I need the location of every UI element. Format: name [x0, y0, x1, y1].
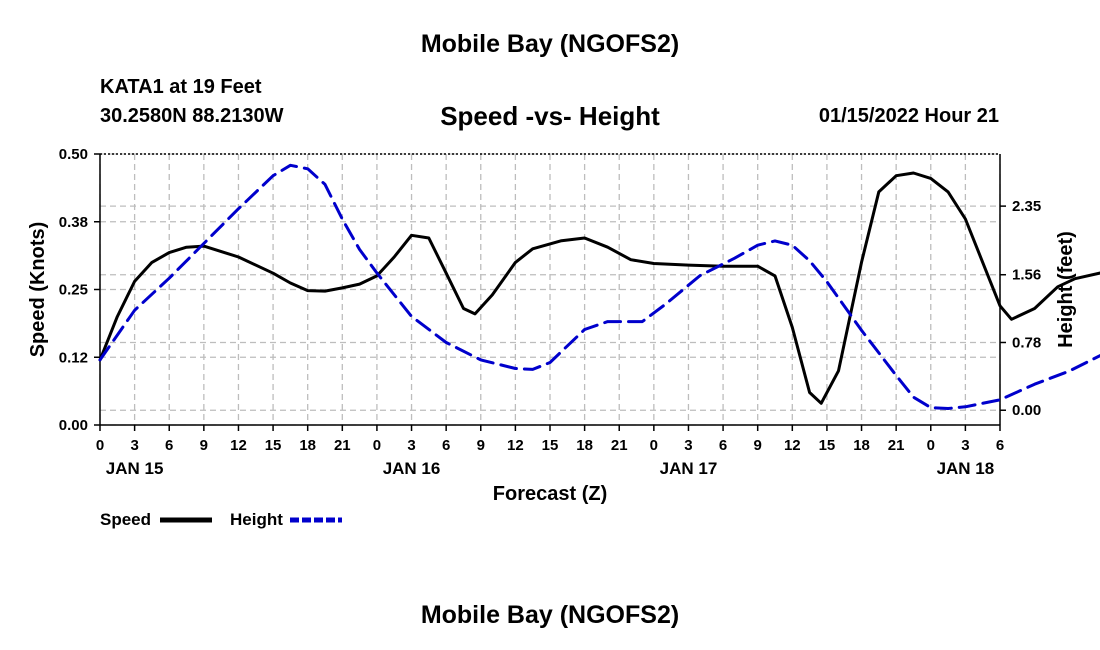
x-tick-label: 15: [265, 437, 282, 454]
x-tick-label: 3: [407, 437, 415, 454]
x-axis-label: Forecast (Z): [493, 483, 607, 505]
x-tick-label: 0: [650, 437, 658, 454]
y-right-tick-label: 0.78: [1012, 334, 1041, 351]
x-tick-label: 15: [542, 437, 559, 454]
date-label: JAN 17: [660, 459, 718, 478]
chart-subtitle: Speed -vs- Height: [440, 101, 660, 131]
y-left-tick-label: 0.12: [59, 349, 88, 366]
forecast-datetime: 01/15/2022 Hour 21: [818, 105, 999, 127]
y-right-tick-label: 1.56: [1012, 267, 1041, 284]
y-right-axis-label: Height (feet): [1055, 231, 1077, 348]
legend-label: Speed: [100, 510, 151, 529]
x-tick-label: 3: [130, 437, 138, 454]
x-tick-label: 15: [819, 437, 836, 454]
station-coordinates: 30.2580N 88.2130W: [100, 105, 284, 127]
legend-label: Height: [230, 510, 283, 529]
x-tick-label: 0: [96, 437, 104, 454]
x-tick-label: 6: [996, 437, 1004, 454]
x-tick-label: 21: [888, 437, 905, 454]
y-left-tick-label: 0.38: [59, 214, 88, 231]
repeated-chart-title: Mobile Bay (NGOFS2): [420, 601, 680, 629]
y-left-axis-label: Speed (Knots): [27, 222, 49, 358]
y-left-tick-label: 0.00: [59, 417, 88, 434]
chart-grid: [99, 153, 1001, 426]
chart-main-title: Mobile Bay (NGOFS2): [420, 30, 680, 58]
x-tick-label: 21: [334, 437, 351, 454]
x-tick-label: 6: [442, 437, 450, 454]
x-tick-label: 18: [576, 437, 593, 454]
date-label: JAN 15: [106, 459, 164, 478]
x-tick-label: 0: [927, 437, 935, 454]
x-tick-label: 3: [961, 437, 969, 454]
chart-axes: 0 3 6 9 12 15 18 21 0 3 6 9 12 15 18 21 0 3 6 9 12 15 18 21 0 3 6J…: [27, 146, 1077, 505]
x-tick-label: 12: [784, 437, 801, 454]
speed-series-line: [98, 171, 1100, 405]
x-tick-label: 9: [200, 437, 208, 454]
x-tick-label: 18: [853, 437, 870, 454]
chart-legend: Speed Height: [100, 510, 342, 529]
x-tick-label: 6: [719, 437, 727, 454]
x-tick-label: 12: [230, 437, 247, 454]
x-tick-label: 21: [611, 437, 628, 454]
y-left-tick-label: 0.50: [59, 146, 88, 163]
x-tick-label: 12: [507, 437, 524, 454]
x-tick-label: 3: [684, 437, 692, 454]
x-tick-label: 18: [299, 437, 316, 454]
x-tick-label: 0: [373, 437, 381, 454]
date-label: JAN 16: [383, 459, 441, 478]
y-right-tick-label: 0.00: [1012, 402, 1041, 419]
chart-series: [98, 163, 1100, 410]
x-tick-label: 9: [477, 437, 485, 454]
station-label: KATA1 at 19 Feet: [100, 76, 262, 98]
y-left-tick-label: 0.25: [59, 282, 88, 299]
y-right-tick-label: 2.35: [1012, 198, 1041, 215]
date-label: JAN 18: [937, 459, 995, 478]
x-tick-label: 6: [165, 437, 173, 454]
x-tick-label: 9: [754, 437, 762, 454]
height-series-line: [98, 163, 1100, 410]
